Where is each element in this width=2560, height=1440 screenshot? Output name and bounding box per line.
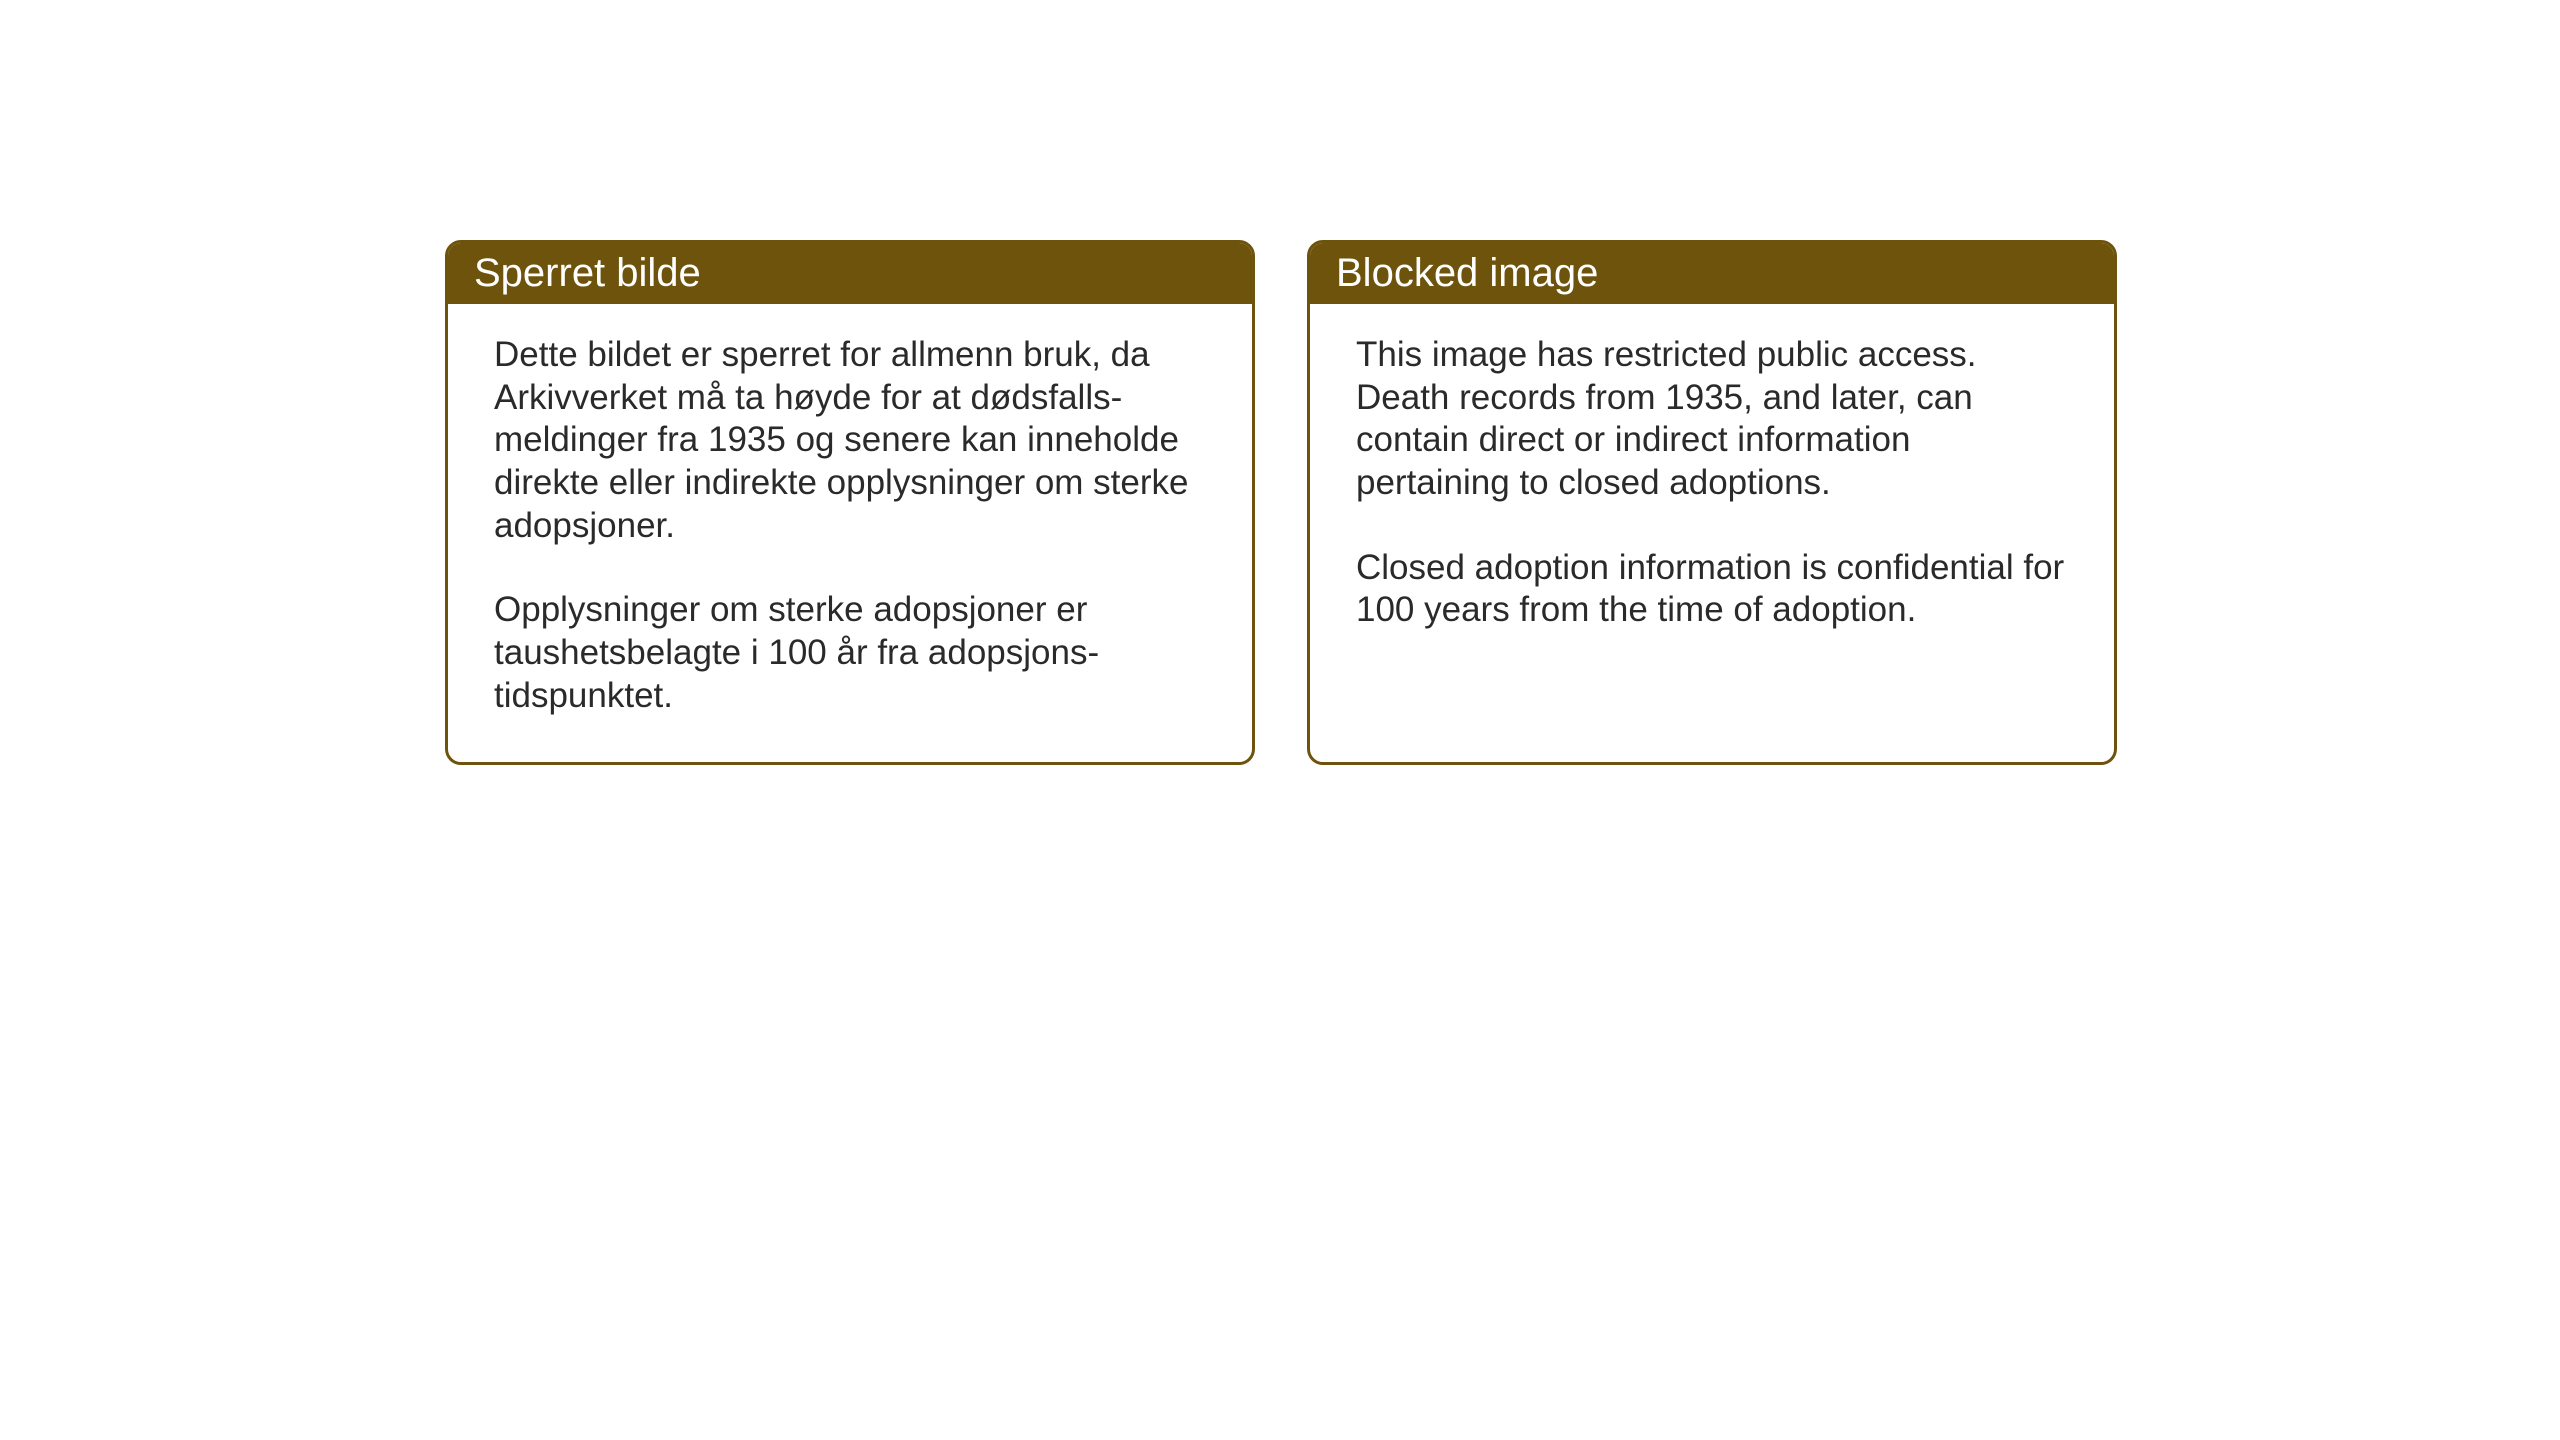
notice-box-norwegian: Sperret bilde Dette bildet er sperret fo… <box>445 240 1255 765</box>
notice-header-english: Blocked image <box>1310 243 2114 304</box>
notice-container: Sperret bilde Dette bildet er sperret fo… <box>445 240 2117 765</box>
notice-paragraph: Closed adoption information is confident… <box>1356 547 2068 632</box>
notice-paragraph: Dette bildet er sperret for allmenn bruk… <box>494 334 1206 547</box>
notice-paragraph: This image has restricted public access.… <box>1356 334 2068 505</box>
notice-body-norwegian: Dette bildet er sperret for allmenn bruk… <box>448 304 1252 762</box>
notice-header-norwegian: Sperret bilde <box>448 243 1252 304</box>
notice-body-english: This image has restricted public access.… <box>1310 304 2114 734</box>
notice-paragraph: Opplysninger om sterke adopsjoner er tau… <box>494 589 1206 717</box>
notice-box-english: Blocked image This image has restricted … <box>1307 240 2117 765</box>
